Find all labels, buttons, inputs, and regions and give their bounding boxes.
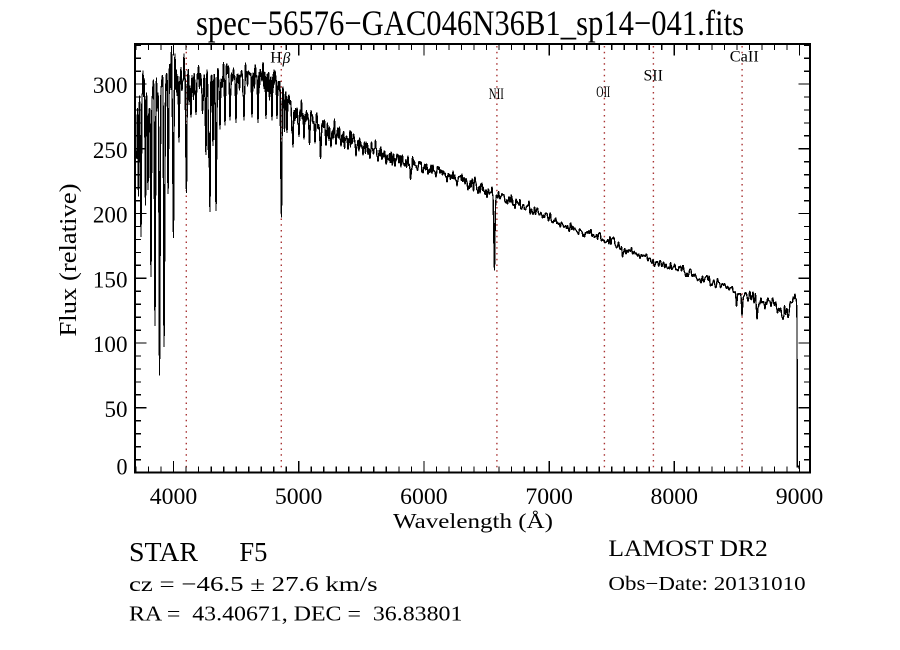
svg-text:STAR: STAR	[129, 537, 198, 567]
svg-text:5000: 5000	[275, 484, 323, 509]
svg-text:β: β	[282, 50, 291, 67]
svg-text:OII: OII	[596, 84, 610, 101]
svg-text:9000: 9000	[776, 484, 824, 509]
svg-text:H: H	[270, 50, 282, 67]
svg-text:100: 100	[93, 332, 128, 357]
svg-text:Obs−Date: 20131010: Obs−Date: 20131010	[608, 573, 805, 595]
svg-text:4000: 4000	[150, 484, 198, 509]
svg-text:Wavelength (Å): Wavelength (Å)	[393, 509, 553, 533]
svg-text:6000: 6000	[400, 484, 448, 509]
svg-text:RA = 43.40671, DEC = 36.8380: RA = 43.40671, DEC = 36.83801	[129, 602, 462, 626]
svg-text:cz = −46.5 ± 27.6 km/s: cz = −46.5 ± 27.6 km/s	[129, 572, 378, 596]
svg-text:LAMOST DR2: LAMOST DR2	[608, 536, 767, 561]
svg-text:SII: SII	[643, 68, 663, 85]
svg-text:8000: 8000	[651, 484, 699, 509]
svg-text:0: 0	[117, 455, 128, 480]
svg-text:250: 250	[93, 138, 128, 163]
svg-text:spec−56576−GAC046N36B1_sp14−04: spec−56576−GAC046N36B1_sp14−041.fits	[196, 3, 744, 43]
svg-text:F5: F5	[239, 537, 267, 567]
svg-text:50: 50	[105, 397, 128, 422]
svg-text:150: 150	[93, 267, 128, 292]
svg-text:CaII: CaII	[730, 49, 759, 66]
svg-text:NII: NII	[489, 86, 504, 103]
svg-text:Flux (relative): Flux (relative)	[56, 184, 82, 337]
svg-text:7000: 7000	[525, 484, 573, 509]
svg-text:300: 300	[93, 73, 128, 98]
svg-text:200: 200	[93, 203, 128, 228]
